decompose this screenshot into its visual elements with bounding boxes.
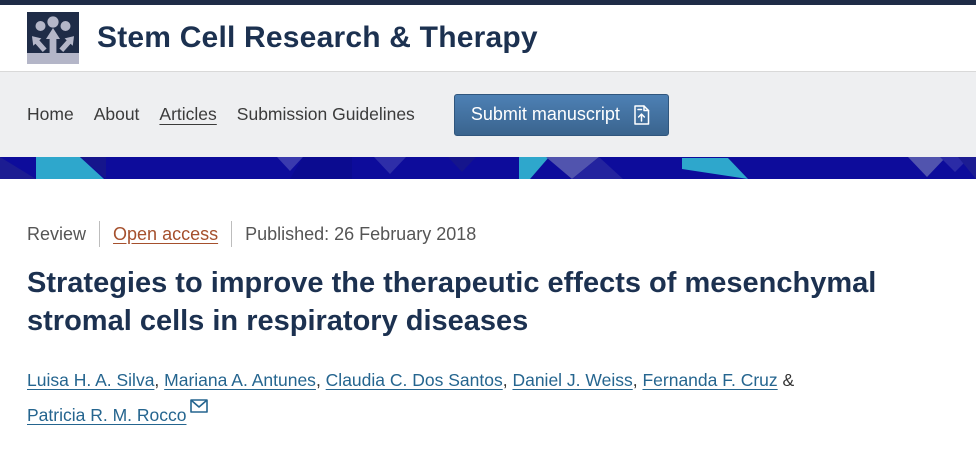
author-link[interactable]: Claudia C. Dos Santos xyxy=(325,369,503,390)
nav-item-home[interactable]: Home xyxy=(27,104,74,124)
journal-header: Stem Cell Research & Therapy xyxy=(0,5,976,72)
top-accent-bar xyxy=(0,0,976,5)
open-access-link[interactable]: Open access xyxy=(113,223,219,244)
nav-item-about[interactable]: About xyxy=(93,104,140,124)
journal-title: Stem Cell Research & Therapy xyxy=(97,21,538,54)
email-corresponding-author[interactable] xyxy=(190,390,209,426)
author-link[interactable]: Luisa H. A. Silva xyxy=(27,369,155,390)
main-navigation: Home About Articles Submission Guidelines S… xyxy=(0,72,976,157)
author-separator: , xyxy=(315,369,326,390)
submit-manuscript-button[interactable]: Submit manuscript xyxy=(453,93,669,136)
article-type-label: Review xyxy=(27,223,87,244)
journal-logo[interactable] xyxy=(27,12,79,64)
author-link[interactable]: Fernanda F. Cruz xyxy=(642,369,778,390)
article-meta: Review Open access Published: 26 Februar… xyxy=(27,221,949,247)
email-corresponding-author-icon xyxy=(190,399,209,414)
author-link[interactable]: Mariana A. Antunes xyxy=(164,369,316,390)
meta-divider xyxy=(99,221,101,247)
author-separator: & xyxy=(777,369,795,390)
author-list: Luisa H. A. Silva, Mariana A. Antunes, C… xyxy=(27,353,949,435)
author-separator: , xyxy=(502,369,513,390)
author-separator: , xyxy=(632,369,643,390)
people-arrows-icon xyxy=(27,12,79,64)
author-link[interactable]: Patricia R. M. Rocco xyxy=(27,405,187,426)
author-separator: , xyxy=(154,369,165,390)
nav-item-articles[interactable]: Articles xyxy=(159,104,217,124)
meta-divider xyxy=(231,221,233,247)
nav-item-submission-guidelines[interactable]: Submission Guidelines xyxy=(236,104,415,124)
submit-manuscript-label: Submit manuscript xyxy=(470,104,620,124)
banner-geometric-strip xyxy=(0,157,976,179)
author-link[interactable]: Daniel J. Weiss xyxy=(512,369,633,390)
nav-links: Home About Articles Submission Guidelines xyxy=(27,104,435,125)
published-date: Published: 26 February 2018 xyxy=(245,223,477,244)
manuscript-upload-icon xyxy=(634,104,650,125)
article-header: Review Open access Published: 26 Februar… xyxy=(0,179,976,434)
article-title: Strategies to improve the therapeutic ef… xyxy=(27,267,877,338)
